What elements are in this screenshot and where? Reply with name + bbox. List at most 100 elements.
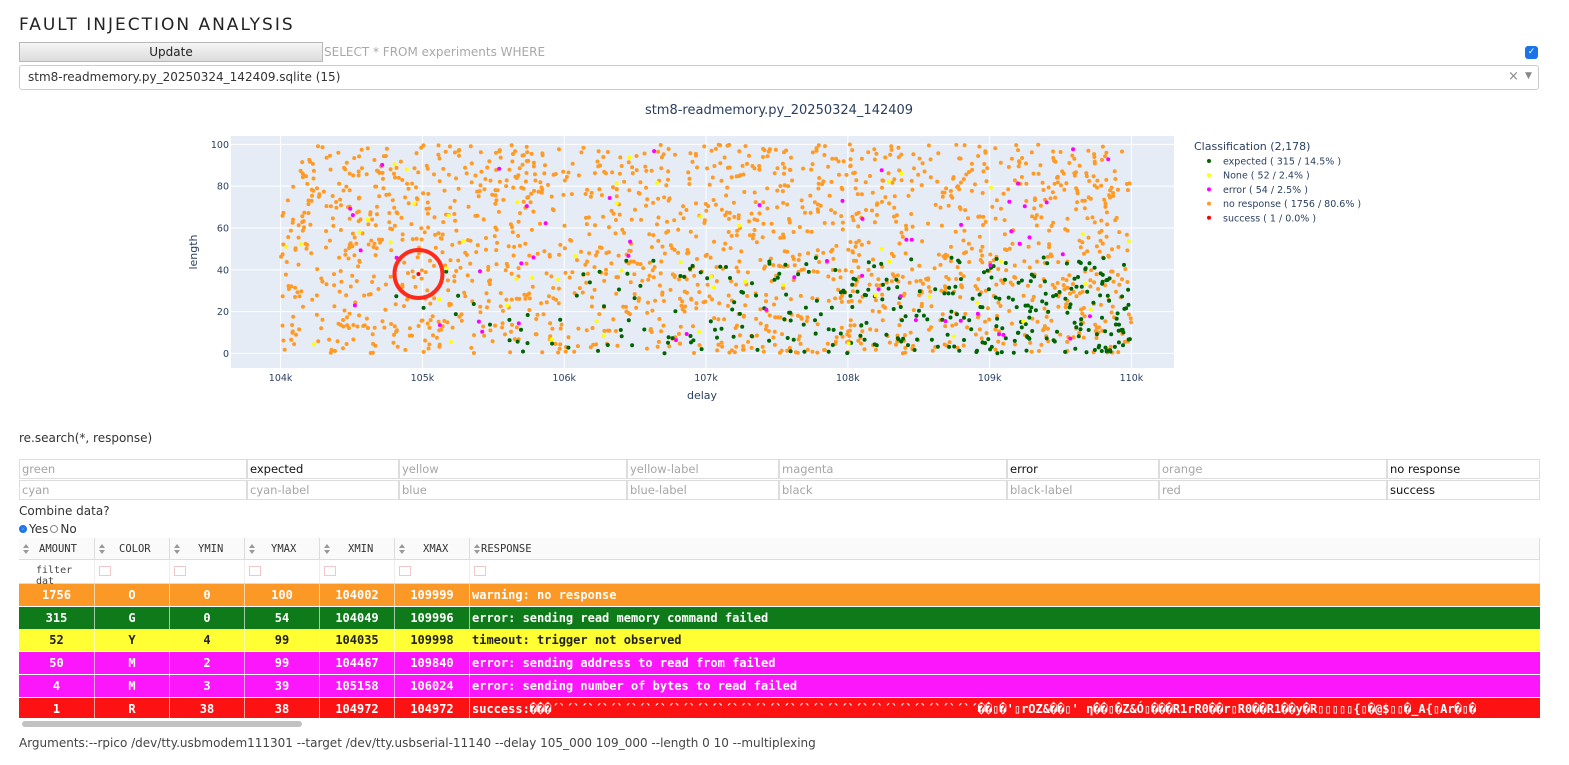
data-point (295, 290, 300, 295)
color-label-input[interactable]: orange (1159, 459, 1387, 479)
horizontal-scrollbar[interactable] (19, 719, 1540, 729)
filter-input[interactable]: filter dat (36, 565, 73, 587)
data-point (366, 326, 370, 330)
table-row[interactable]: 315 G 0 54 104049 109996 error: sending read m… (19, 606, 1540, 629)
clear-icon[interactable]: × (1508, 69, 1519, 84)
data-point (1104, 177, 1109, 182)
filter-input[interactable] (174, 566, 186, 576)
data-point (433, 245, 438, 250)
data-point (998, 259, 1003, 264)
filter-input[interactable] (474, 566, 486, 576)
checkbox-icon[interactable]: ✓ (1525, 46, 1538, 59)
filter-cell[interactable] (170, 560, 245, 583)
color-label-input[interactable]: cyan-label (247, 480, 399, 500)
column-header-amount[interactable]: AMOUNT (19, 538, 95, 560)
color-label-input[interactable]: yellow (399, 459, 627, 479)
sort-icon[interactable] (22, 543, 30, 555)
plot-area[interactable] (231, 136, 1174, 368)
data-point (1006, 295, 1011, 300)
data-point (370, 280, 375, 284)
color-label-input[interactable]: cyan (19, 480, 247, 500)
data-point (510, 230, 515, 235)
color-label-input[interactable]: no response (1387, 459, 1540, 479)
data-point (569, 238, 574, 243)
color-label-input[interactable]: black-label (1007, 480, 1159, 500)
radio-no-label[interactable]: No (60, 522, 77, 536)
data-point (352, 303, 357, 308)
column-header-response[interactable]: RESPONSE (470, 538, 1540, 560)
data-point (607, 196, 612, 200)
color-label-input[interactable]: blue-label (627, 480, 779, 500)
table-row[interactable]: 1 R 38 38 104972 104972 success:���´`´`´`´`´`´… (19, 697, 1540, 718)
data-point (1032, 274, 1037, 279)
filter-cell[interactable] (320, 560, 395, 583)
legend-item[interactable]: no response ( 1756 / 80.6% ) (1223, 199, 1361, 210)
data-point (452, 274, 457, 279)
query-input[interactable] (324, 42, 1524, 62)
sort-icon[interactable] (248, 543, 256, 555)
data-point (723, 213, 728, 218)
filter-cell[interactable] (245, 560, 320, 583)
legend-item[interactable]: error ( 54 / 2.5% ) (1223, 185, 1308, 196)
filter-input[interactable] (99, 566, 111, 576)
data-point (1117, 282, 1122, 287)
data-point (592, 171, 597, 176)
sort-icon[interactable] (98, 543, 106, 555)
legend-item[interactable]: None ( 52 / 2.4% ) (1223, 171, 1310, 182)
column-header-ymax[interactable]: YMAX (245, 538, 320, 560)
table-row[interactable]: 4 M 3 39 105158 106024 error: sending number o… (19, 674, 1540, 697)
data-point (364, 316, 369, 321)
data-point (762, 266, 767, 271)
data-point (947, 344, 952, 349)
sort-icon[interactable] (398, 543, 406, 555)
sort-icon[interactable] (173, 543, 181, 555)
data-point (712, 164, 717, 168)
data-point (1112, 169, 1117, 174)
scrollbar-thumb[interactable] (22, 721, 302, 727)
filter-input[interactable] (399, 566, 411, 576)
filter-cell[interactable] (470, 560, 1540, 583)
data-point (736, 269, 741, 274)
data-point (347, 216, 352, 221)
filter-cell[interactable]: filter dat (19, 560, 95, 587)
radio-no[interactable] (50, 525, 59, 533)
sort-icon[interactable] (323, 543, 331, 555)
table-row[interactable]: 1756 O 0 100 104002 109999 warning: no respons… (19, 584, 1540, 606)
legend-item[interactable]: success ( 1 / 0.0% ) (1223, 213, 1316, 224)
chevron-down-icon[interactable]: ▼ (1525, 71, 1532, 81)
column-header-xmin[interactable]: XMIN (320, 538, 395, 560)
color-label-input[interactable]: red (1159, 480, 1387, 500)
filter-cell[interactable] (95, 560, 170, 583)
color-label-input[interactable]: success (1387, 480, 1540, 500)
column-header-ymin[interactable]: YMIN (170, 538, 245, 560)
update-button[interactable]: Update (19, 42, 323, 62)
data-point (300, 228, 305, 233)
sort-icon[interactable] (473, 543, 481, 555)
color-label-input[interactable]: magenta (779, 459, 1007, 479)
color-label-input[interactable]: black (779, 480, 1007, 500)
data-point (531, 164, 536, 169)
legend-item[interactable]: expected ( 315 / 14.5% ) (1223, 157, 1341, 168)
data-point (543, 221, 548, 226)
filter-input[interactable] (324, 566, 336, 576)
filter-input[interactable] (249, 566, 261, 576)
data-point (950, 323, 955, 328)
data-point (592, 265, 597, 270)
radio-yes[interactable] (19, 525, 27, 533)
color-label-input[interactable]: yellow-label (627, 459, 779, 479)
data-point (1089, 268, 1094, 273)
radio-yes-label[interactable]: Yes (29, 522, 49, 536)
legend[interactable]: Classification (2,178) expected ( 315 / … (1194, 140, 1361, 224)
color-label-input[interactable]: green (19, 459, 247, 479)
color-label-input[interactable]: error (1007, 459, 1159, 479)
database-select[interactable]: stm8-readmemory.py_20250324_142409.sqlit… (19, 65, 1539, 90)
table-row[interactable]: 52 Y 4 99 104035 109998 timeout: trigger not o… (19, 629, 1540, 652)
table-row[interactable]: 50 M 2 99 104467 109840 error: sending address… (19, 652, 1540, 675)
filter-cell[interactable] (395, 560, 470, 583)
color-label-input[interactable]: expected (247, 459, 399, 479)
column-header-xmax[interactable]: XMAX (395, 538, 470, 560)
column-header-color[interactable]: COLOR (95, 538, 170, 560)
color-label-input[interactable]: blue (399, 480, 627, 500)
data-point (531, 209, 536, 214)
data-point (657, 283, 662, 288)
